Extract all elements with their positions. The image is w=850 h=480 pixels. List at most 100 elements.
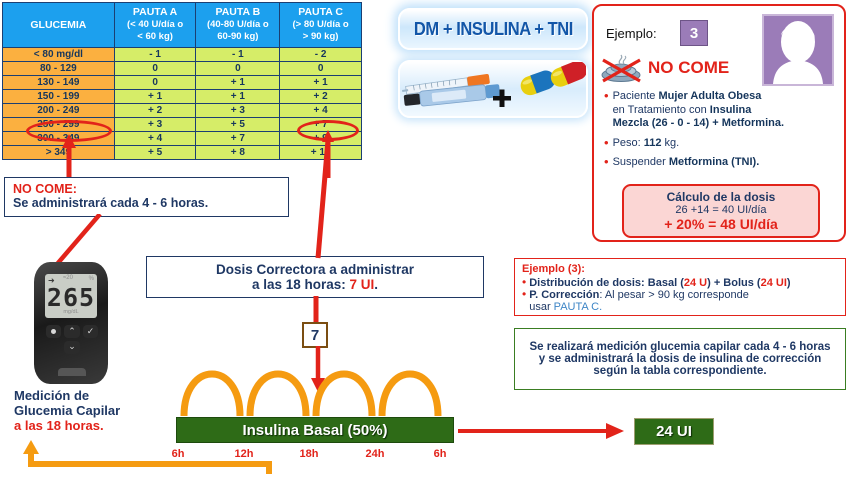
- cell-pauta-a: + 1: [113, 88, 197, 104]
- col-header-pauta-a-sub2: < 60 kg): [137, 31, 173, 42]
- cell-pauta-c: + 7: [279, 116, 362, 132]
- col-header-pauta-a-sub1: (< 40 U/día o: [126, 18, 184, 30]
- insulina-basal-bar: Insulina Basal (50%): [176, 417, 454, 443]
- hour-label-18h: 18h: [299, 448, 319, 460]
- bullet-item-suspend: • Suspender Metformina (TNI).: [604, 154, 840, 170]
- bullet-item-weight: • Peso: 112 kg.: [604, 134, 840, 151]
- glucometer: ➜ ≈20 % 265 mg/dL ⌃ ✓ ⌄: [34, 262, 108, 384]
- dose-line2-value: 7 UI: [349, 277, 375, 292]
- dist-end: ): [786, 277, 791, 289]
- insulin-action-curves: [180, 370, 442, 417]
- cell-pauta-b: 0: [195, 60, 281, 76]
- glucometer-unit: mg/dL: [63, 309, 79, 315]
- medication-badge: [398, 60, 588, 118]
- dist-basal-pre: Basal (: [647, 277, 684, 289]
- cell-pauta-b: + 5: [195, 116, 281, 132]
- dm-badge-label: DM + INSULINA + TNI: [413, 18, 573, 39]
- seven-units-badge: 7: [302, 322, 328, 348]
- orange-feedback-arrow: [23, 440, 272, 474]
- no-come-panel-label: NO COME: [648, 58, 730, 77]
- glucometer-power-button[interactable]: [46, 325, 61, 338]
- col-header-pauta-b-sub1: (40-80 U/día o: [206, 18, 269, 30]
- glucometer-ok-button[interactable]: ✓: [83, 325, 98, 338]
- calc-line2: + 20% = 48 UI/día: [664, 216, 778, 232]
- insulin-pen-and-capsules-icon: [402, 60, 587, 107]
- dose-line2-end: .: [374, 277, 379, 292]
- cell-pauta-b: + 8: [195, 144, 281, 160]
- cell-pauta-b: + 1: [195, 74, 281, 90]
- dist-label: Distribución de dosis:: [529, 277, 648, 289]
- dist-bolus-pre: ) + Bolus (: [707, 277, 761, 289]
- cell-pauta-c: + 2: [279, 88, 362, 104]
- cell-glucemia-range: 250 - 299: [2, 116, 115, 132]
- glucometer-down-button[interactable]: ⌄: [64, 341, 80, 354]
- cell-pauta-b: + 1: [195, 88, 281, 104]
- table-row: 150 - 199 + 1 + 1 + 2: [2, 88, 362, 104]
- example3-bullet-correction: • P. Corrección: Al pesar > 90 kg corres…: [522, 288, 838, 313]
- bullet-dot-icon: •: [604, 88, 609, 103]
- table-row: 200 - 249 + 2 + 3 + 4: [2, 102, 362, 118]
- arrow-icon: ➜: [48, 276, 55, 285]
- correction-pauta: PAUTA C.: [553, 301, 603, 313]
- no-come-title: NO COME:: [13, 182, 77, 196]
- table-row: 130 - 149 0 + 1 + 1: [2, 74, 362, 90]
- screen-small-value: ≈20: [63, 275, 73, 281]
- basal-pct: (50%): [347, 421, 388, 439]
- bullet-dot-icon: •: [522, 275, 527, 289]
- basal-label: Insulina Basal: [242, 421, 344, 439]
- col-header-pauta-a: PAUTA A (< 40 U/día o < 60 kg): [113, 2, 197, 48]
- cell-glucemia-range: 80 - 129: [2, 60, 115, 76]
- no-come-info-box: NO COME: Se administrará cada 4 - 6 hora…: [4, 177, 289, 217]
- no-come-row: NO COME: [600, 54, 750, 84]
- green-note-line1: Se realizará medición glucemia capilar c…: [529, 341, 831, 353]
- col-header-pauta-c-sub2: > 90 kg): [302, 31, 339, 42]
- no-food-plate-icon: [601, 54, 641, 83]
- col-header-pauta-b-label: PAUTA B: [215, 6, 261, 18]
- bullet-treatment-pre: en Tratamiento con: [612, 103, 710, 116]
- cell-pauta-c: 0: [279, 60, 362, 76]
- red-arrow-seven-to-curve: [311, 346, 325, 392]
- table-row: > 349 + 5 + 8 + 12: [2, 144, 362, 160]
- cell-pauta-b: + 3: [195, 102, 281, 118]
- example3-box: Ejemplo (3): • Distribución de dosis: Ba…: [514, 258, 846, 316]
- caption-line3: a las 18 horas.: [14, 418, 104, 433]
- cell-glucemia-range: > 349: [2, 144, 115, 160]
- col-header-glucemia: GLUCEMIA: [2, 2, 115, 48]
- dose-line2: a las 18 horas: 7 UI.: [252, 277, 378, 292]
- bullet-suspend-pre: Suspender: [612, 156, 669, 168]
- cell-pauta-a: + 5: [113, 144, 197, 160]
- green-note-box: Se realizará medición glucemia capilar c…: [514, 328, 846, 390]
- cell-glucemia-range: 150 - 199: [2, 88, 115, 104]
- example3-bullet-distribution: • Distribución de dosis: Basal (24 U) + …: [522, 275, 838, 289]
- cell-pauta-a: + 2: [113, 102, 197, 118]
- bullet-patient-bold: Mujer Adulta Obesa: [658, 90, 762, 102]
- cell-pauta-c: + 1: [279, 74, 362, 90]
- hour-label-24h: 24h: [365, 448, 385, 460]
- glucometer-caption: Medición de Glucemia Capilar a las 18 ho…: [14, 388, 154, 433]
- col-header-pauta-c-sub1: (> 80 U/día o: [292, 18, 349, 30]
- glucometer-up-button[interactable]: ⌃: [64, 325, 80, 338]
- bullet-mezcla-bold: Mezcla (26 - 0 - 14) + Metformina.: [612, 117, 785, 129]
- col-header-pauta-b: PAUTA B (40-80 U/día o 60-90 kg): [195, 2, 281, 48]
- correction-usar: usar: [529, 301, 554, 313]
- col-header-pauta-c: PAUTA C (> 80 U/día o > 90 kg): [279, 2, 362, 48]
- glucometer-reading: 265: [46, 283, 96, 312]
- red-arrow-pautac-to-dosebox: [315, 140, 331, 259]
- green-note-line3: según la tabla correspondiente.: [593, 365, 767, 377]
- calc-line1: 26 +14 = 40 UI/día: [675, 204, 767, 216]
- dm-insulina-tni-badge: DM + INSULINA + TNI: [398, 8, 588, 50]
- correction-label: P. Corrección: [529, 289, 600, 301]
- cell-pauta-c: - 2: [279, 46, 362, 62]
- cell-pauta-b: + 7: [195, 130, 281, 146]
- green-note-line2: y se administrará la dosis de insulina d…: [538, 353, 822, 365]
- bullet-dot-icon: •: [604, 134, 609, 150]
- bullet-weight-pre: Peso:: [612, 136, 644, 149]
- dose-calculation-box: Cálculo de la dosis 26 +14 = 40 UI/día +…: [622, 184, 820, 238]
- col-header-pauta-c-label: PAUTA C: [298, 6, 343, 18]
- cell-pauta-a: 0: [113, 60, 197, 76]
- glucometer-screen: ➜ ≈20 % 265 mg/dL: [45, 274, 97, 318]
- dist-basal-value: 24 U: [683, 277, 708, 289]
- basal-units-badge: 24 UI: [634, 418, 714, 445]
- table-row: 250 - 299 + 3 + 5 + 7: [2, 116, 362, 132]
- bullet-dot-icon: •: [604, 154, 609, 169]
